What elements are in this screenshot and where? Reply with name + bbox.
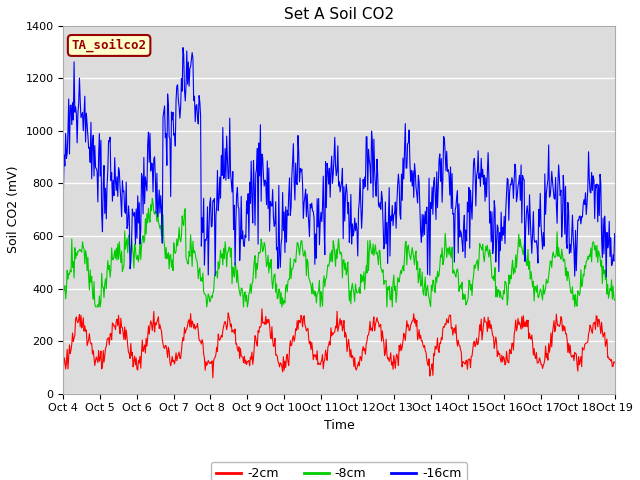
Line: -16cm: -16cm [63, 48, 614, 277]
Line: -2cm: -2cm [63, 309, 614, 378]
-8cm [148, 196, 156, 202]
-8cm [611, 298, 618, 303]
-8cm [127, 251, 134, 257]
-2cm [182, 327, 190, 333]
-8cm [184, 260, 191, 266]
-2cm [611, 360, 618, 365]
-8cm [92, 304, 100, 310]
-2cm [258, 306, 266, 312]
Y-axis label: Soil CO2 (mV): Soil CO2 (mV) [7, 166, 20, 253]
-16cm [60, 192, 67, 198]
Line: -8cm: -8cm [63, 199, 614, 307]
-16cm [212, 213, 220, 218]
-8cm [408, 250, 415, 256]
Text: TA_soilco2: TA_soilco2 [72, 39, 147, 52]
-8cm [424, 282, 431, 288]
-2cm [212, 351, 220, 357]
-2cm [60, 366, 67, 372]
-16cm [179, 45, 187, 50]
-2cm [209, 375, 217, 381]
X-axis label: Time: Time [324, 419, 355, 432]
-8cm [70, 259, 77, 264]
-2cm [70, 338, 77, 344]
-16cm [602, 274, 610, 280]
-16cm [407, 179, 415, 184]
-2cm [424, 361, 431, 367]
-8cm [60, 285, 67, 291]
-2cm [126, 356, 134, 361]
-16cm [611, 231, 618, 237]
Legend: -2cm, -8cm, -16cm: -2cm, -8cm, -16cm [211, 462, 467, 480]
-2cm [408, 320, 415, 326]
-16cm [423, 204, 431, 210]
-16cm [183, 48, 191, 54]
-16cm [70, 117, 77, 123]
-8cm [213, 269, 221, 275]
-16cm [126, 266, 134, 272]
Title: Set A Soil CO2: Set A Soil CO2 [284, 7, 394, 22]
